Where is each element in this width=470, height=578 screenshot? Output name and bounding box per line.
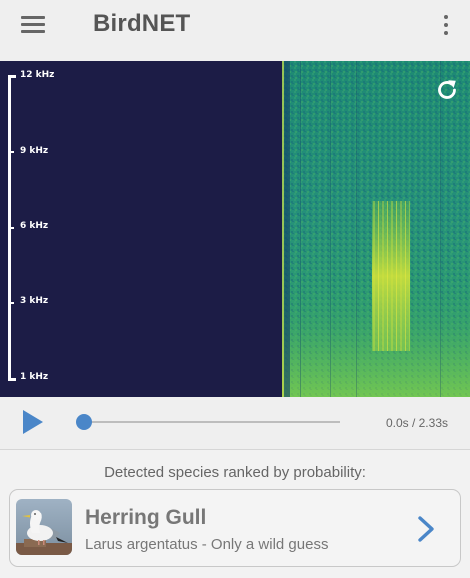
hamburger-menu-icon[interactable] <box>18 12 50 38</box>
divider <box>0 449 470 450</box>
frequency-label-6khz: 6 kHz <box>20 221 49 231</box>
frequency-label-12khz: 12 kHz <box>20 70 55 80</box>
refresh-icon[interactable] <box>434 77 460 103</box>
frequency-label-3khz: 3 kHz <box>20 296 49 306</box>
audio-player: 0.0s / 2.33s <box>0 397 470 449</box>
spectrogram-view: 12 kHz 9 kHz 6 kHz 3 kHz 1 kHz <box>0 61 470 397</box>
spectrogram-image <box>0 61 470 397</box>
frequency-label-1khz: 1 kHz <box>20 372 49 382</box>
app-title: BirdNET <box>93 10 191 37</box>
results-heading: Detected species ranked by probability: <box>104 464 366 481</box>
bird-photo <box>16 499 72 555</box>
seek-bar[interactable] <box>84 421 340 423</box>
species-scientific-name: Larus argentatus - Only a wild guess <box>85 536 329 553</box>
play-icon[interactable] <box>20 409 46 435</box>
chevron-right-icon[interactable] <box>414 514 438 544</box>
more-vert-icon[interactable] <box>436 12 456 40</box>
species-common-name: Herring Gull <box>85 506 207 529</box>
playback-time: 0.0s / 2.33s <box>385 416 448 430</box>
seek-thumb[interactable] <box>76 414 92 430</box>
species-result-card[interactable]: Herring Gull Larus argentatus - Only a w… <box>9 489 461 567</box>
app-bar: BirdNET <box>0 0 470 61</box>
frequency-label-9khz: 9 kHz <box>20 146 49 156</box>
